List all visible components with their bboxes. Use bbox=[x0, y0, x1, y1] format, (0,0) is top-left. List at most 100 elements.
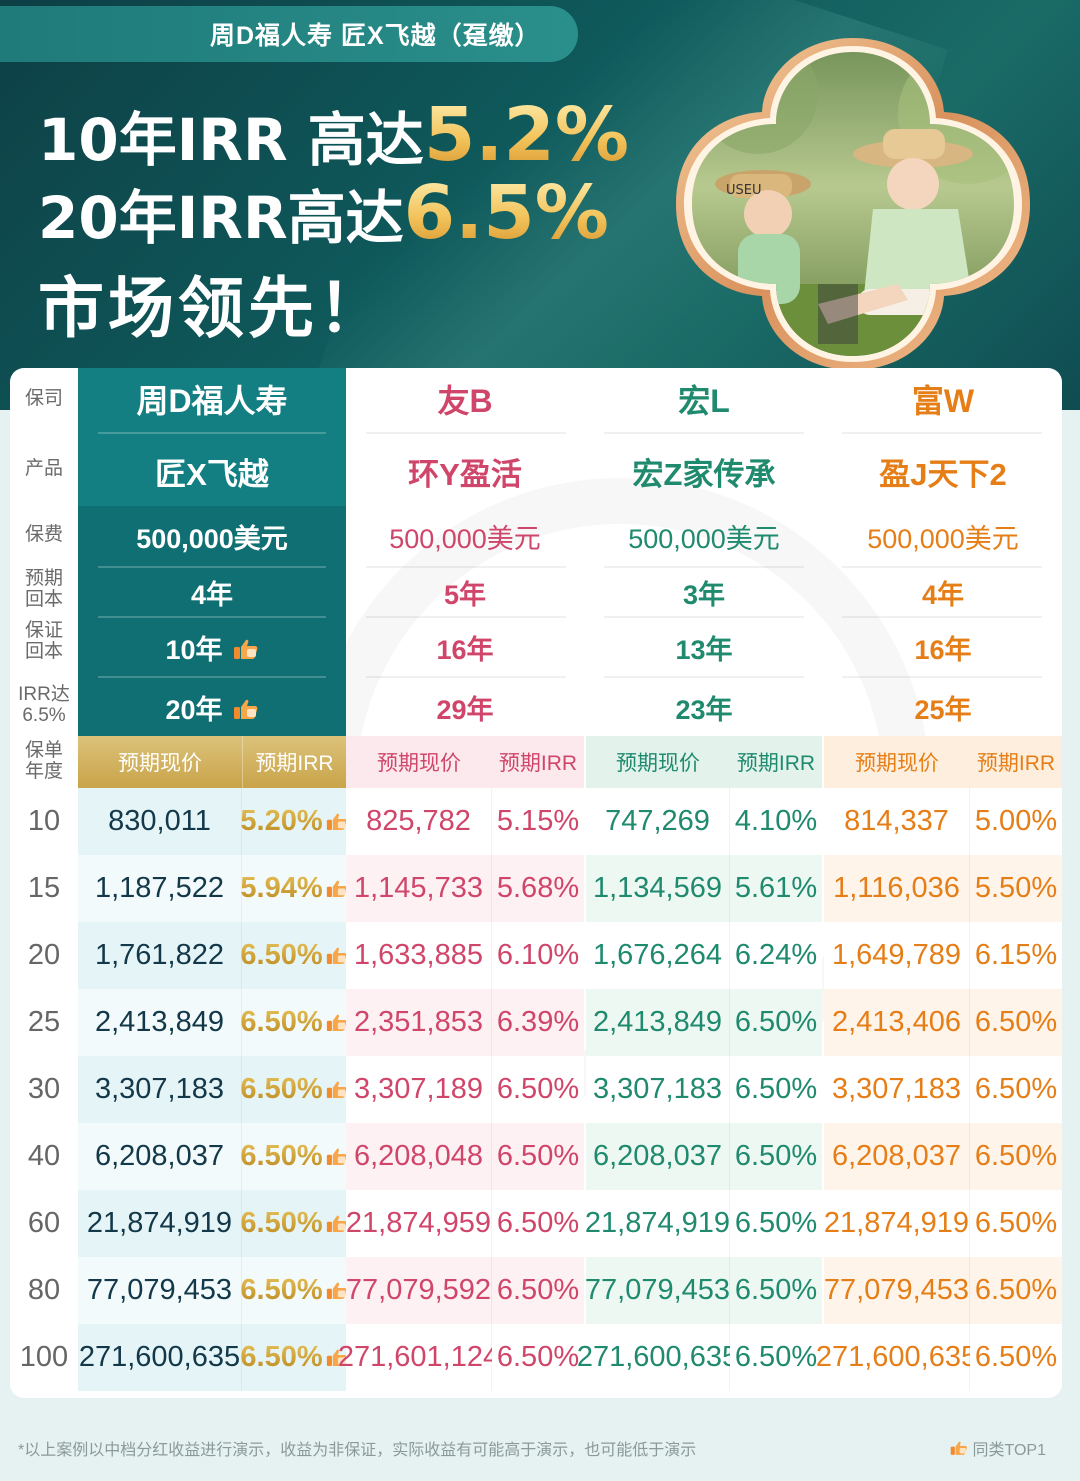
irr-cell: 6.50% bbox=[492, 1190, 584, 1257]
policy-year-cell: 60 bbox=[10, 1190, 78, 1257]
subheader-youb: 预期现价 预期IRR bbox=[346, 736, 584, 788]
headline-10yr-text: 10年IRR 高达 bbox=[38, 106, 424, 174]
irr-cell: 4.10% bbox=[730, 788, 822, 855]
column-fuw: 富W 盈J天下2 500,000美元 4年 16年 25年 bbox=[824, 368, 1062, 736]
cash-value-cell: 1,134,569 bbox=[586, 855, 730, 922]
cash-value-cell: 6,208,037 bbox=[824, 1123, 970, 1190]
irr-cell: 5.61% bbox=[730, 855, 822, 922]
cash-value-cell: 21,874,919 bbox=[824, 1190, 970, 1257]
irr-reach-value: 23年 bbox=[675, 694, 733, 725]
premium-value: 500,000美元 bbox=[867, 523, 1019, 554]
cash-value-cell: 271,600,635 bbox=[78, 1324, 242, 1391]
cash-value-cell: 77,079,453 bbox=[824, 1257, 970, 1324]
headline-20yr-value: 6.5% bbox=[403, 170, 609, 256]
thumbs-up-icon bbox=[326, 1147, 348, 1166]
subheader-irr-label: 预期IRR bbox=[976, 752, 1056, 775]
thumbs-up-icon bbox=[326, 1348, 348, 1367]
cash-value-cell: 77,079,453 bbox=[585, 1257, 730, 1324]
irr-cell: 6.50% bbox=[970, 1056, 1062, 1123]
product-name: 宏Z家传承 bbox=[632, 456, 776, 492]
irr-cell: 6.50% bbox=[492, 1257, 584, 1324]
cash-value-cell: 271,600,635 bbox=[816, 1324, 977, 1391]
label-irr-reach-1: IRR达 bbox=[18, 684, 70, 705]
subheader-irr-label: 预期IRR bbox=[498, 752, 578, 775]
guaranteed-payback-value: 10年 bbox=[78, 618, 346, 676]
label-guaranteed-payback-2: 回本 bbox=[24, 641, 63, 662]
cash-value-cell: 77,079,453 bbox=[78, 1257, 242, 1324]
cash-value-cell: 3,307,183 bbox=[78, 1056, 242, 1123]
company-name: 富W bbox=[911, 383, 975, 419]
label-company: 保司 bbox=[24, 388, 63, 409]
headline-10yr: 10年IRR 高达5.2% bbox=[38, 92, 629, 178]
company-name: 周D福人寿 bbox=[136, 383, 288, 419]
thumbs-up-icon bbox=[233, 696, 259, 719]
cash-value-cell: 2,413,406 bbox=[824, 989, 970, 1056]
cash-value-cell: 6,208,037 bbox=[586, 1123, 730, 1190]
policy-year-cell: 40 bbox=[10, 1123, 78, 1190]
irr-cell: 6.50% bbox=[492, 1123, 584, 1190]
table-row: 30 3,307,183 6.50% 3,307,189 6.50% 3,307,183 6… bbox=[10, 1056, 1062, 1123]
irr-value: 6.50% bbox=[240, 1006, 323, 1038]
cash-value-cell: 6,208,048 bbox=[346, 1123, 492, 1190]
premium-value: 500,000美元 bbox=[628, 523, 780, 554]
family-photo: USEU bbox=[668, 34, 1038, 374]
irr-cell: 6.15% bbox=[970, 922, 1062, 989]
subheader-value-label: 预期现价 bbox=[616, 752, 700, 775]
irr-reach-text: 20年 bbox=[165, 694, 223, 725]
irr-cell: 6.50% bbox=[240, 922, 347, 989]
cash-value-cell: 830,011 bbox=[78, 788, 242, 855]
table-row: 20 1,761,822 6.50% 1,633,885 6.10% 1,676,264 6… bbox=[10, 922, 1062, 989]
irr-cell: 6.10% bbox=[492, 922, 584, 989]
irr-value: 6.50% bbox=[240, 939, 323, 971]
column-zhoud-dark-band bbox=[78, 506, 346, 736]
hat-text: USEU bbox=[726, 183, 762, 198]
irr-value: 6.50% bbox=[240, 1207, 323, 1239]
policy-year-cell: 100 bbox=[10, 1324, 78, 1391]
subheader-zhoud: 预期现价 预期IRR bbox=[78, 736, 346, 788]
irr-cell: 6.39% bbox=[492, 989, 584, 1056]
irr-cell: 6.50% bbox=[730, 989, 822, 1056]
irr-cell: 6.50% bbox=[240, 1324, 348, 1391]
expected-payback-value: 5年 bbox=[443, 579, 487, 610]
thumbs-up-icon bbox=[326, 812, 348, 831]
table-row: 60 21,874,919 6.50% 21,874,959 6.50% 21,874,9… bbox=[10, 1190, 1062, 1257]
thumbs-up-icon bbox=[950, 1440, 968, 1456]
label-guaranteed-payback-1: 保证 bbox=[24, 620, 63, 641]
irr-cell: 6.50% bbox=[730, 1123, 822, 1190]
product-name: 匠X飞越 bbox=[155, 456, 269, 492]
premium-value: 500,000美元 bbox=[389, 523, 541, 554]
cash-value-cell: 1,187,522 bbox=[78, 855, 242, 922]
headline-10yr-value: 5.2% bbox=[423, 92, 630, 178]
irr-value: 5.20% bbox=[240, 805, 323, 837]
subheader-fuw: 预期现价 预期IRR bbox=[824, 736, 1062, 788]
headline-20yr-text: 20年IRR高达 bbox=[38, 184, 404, 252]
cash-value-cell: 1,761,822 bbox=[78, 922, 242, 989]
table-row: 10 830,011 5.20% 825,782 5.15% 747,269 4.10% 81… bbox=[10, 788, 1062, 855]
irr-cell: 5.68% bbox=[492, 855, 584, 922]
label-expected-payback-1: 预期 bbox=[24, 568, 63, 589]
company-name: 宏L bbox=[678, 383, 730, 419]
thumbs-up-icon bbox=[326, 1214, 348, 1233]
irr-reach-value: 29年 bbox=[436, 694, 494, 725]
cash-value-cell: 21,874,959 bbox=[346, 1190, 492, 1257]
column-youb: 友B 环Y盈活 500,000美元 5年 16年 29年 bbox=[346, 368, 584, 736]
irr-cell: 5.20% bbox=[240, 788, 348, 855]
thumbs-up-icon bbox=[326, 1281, 348, 1300]
table-row: 40 6,208,037 6.50% 6,208,048 6.50% 6,208,037 6… bbox=[10, 1123, 1062, 1190]
irr-value: 6.50% bbox=[240, 1140, 323, 1172]
irr-reach-value: 25年 bbox=[914, 694, 972, 725]
cash-value-cell: 271,600,635 bbox=[577, 1324, 738, 1391]
policy-year-cell: 80 bbox=[10, 1257, 78, 1324]
cash-value-cell: 3,307,183 bbox=[586, 1056, 730, 1123]
policy-year-cell: 10 bbox=[10, 788, 78, 855]
hero-banner: 周D福人寿 匠X飞越（趸缴） 10年IRR 高达5.2% 20年IRR高达6.5… bbox=[0, 0, 1080, 410]
subheader-value-label: 预期现价 bbox=[118, 752, 202, 775]
cash-value-cell: 21,874,919 bbox=[78, 1190, 242, 1257]
irr-cell: 6.50% bbox=[970, 1190, 1062, 1257]
cash-value-cell: 2,351,853 bbox=[346, 989, 492, 1056]
table-row: 25 2,413,849 6.50% 2,351,853 6.39% 2,413,849 6… bbox=[10, 989, 1062, 1056]
irr-cell: 6.50% bbox=[730, 1324, 822, 1391]
irr-cell: 6.50% bbox=[730, 1056, 822, 1123]
cash-value-cell: 2,413,849 bbox=[586, 989, 730, 1056]
cash-value-cell: 1,145,733 bbox=[346, 855, 492, 922]
